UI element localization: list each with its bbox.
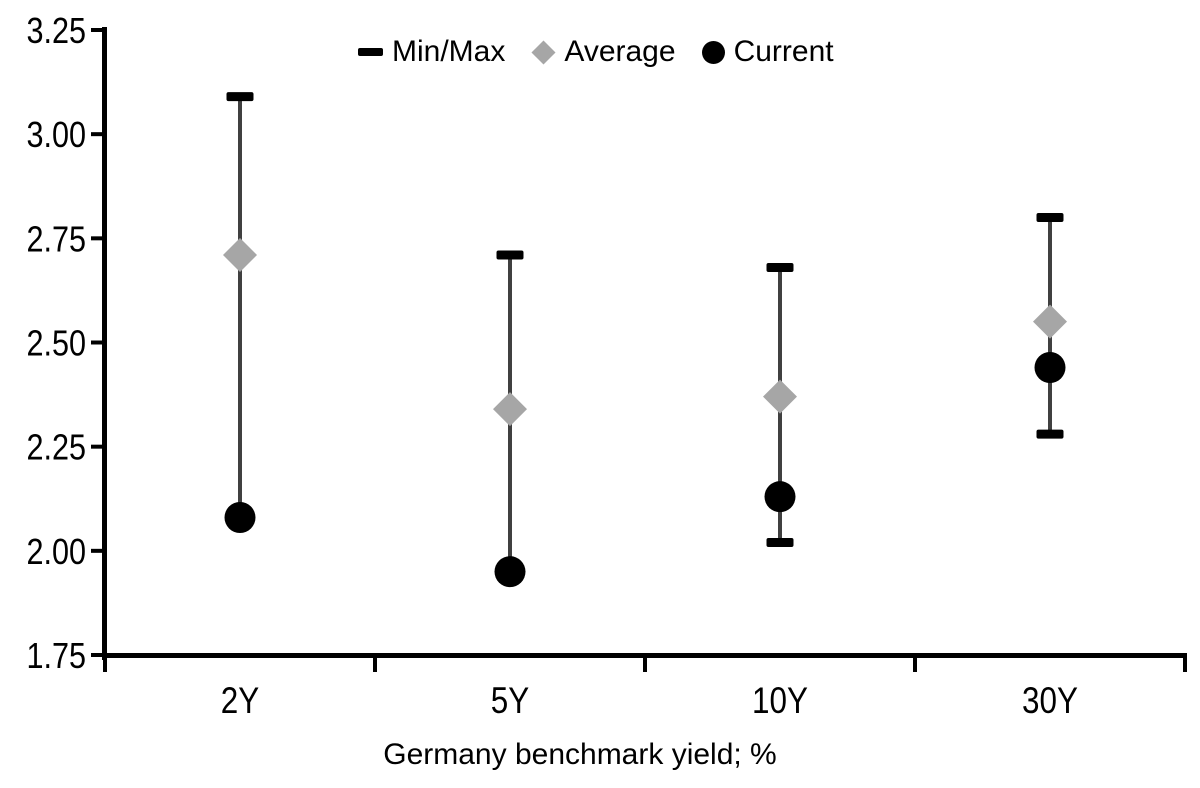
y-axis-label: 1.75 [26, 637, 86, 677]
y-axis-tick [91, 236, 105, 241]
x-axis-tick [373, 657, 377, 672]
max-cap-5Y [496, 250, 524, 260]
y-axis-label-text: 1.75 [26, 637, 86, 677]
y-axis-tick [91, 444, 105, 449]
y-axis-tick [91, 548, 105, 553]
legend-label-minmax: Min/Max [392, 35, 506, 68]
average-marker-30Y [1033, 304, 1067, 339]
legend-item-current: Current [701, 34, 834, 70]
x-axis-line [102, 653, 1187, 658]
y-axis-label: 3.00 [26, 116, 86, 156]
y-axis-label-text: 2.75 [26, 220, 86, 260]
max-cap-30Y [1036, 213, 1064, 222]
x-axis-label-2Y: 2Y [221, 681, 260, 722]
x-axis-label-2Y-text: 2Y [221, 681, 260, 722]
x-axis-tick [913, 657, 917, 672]
y-axis-label: 2.00 [26, 533, 86, 573]
legend-item-minmax: Min/Max [358, 34, 505, 70]
y-axis-label-text: 2.50 [26, 324, 86, 364]
legend-label-average: Average [564, 35, 676, 68]
x-axis-tick [1183, 657, 1187, 672]
minmax-dash-icon [358, 48, 383, 56]
x-axis-label-30Y-text: 30Y [1022, 681, 1078, 722]
current-marker-2Y [224, 502, 256, 533]
average-marker-10Y [763, 379, 797, 414]
y-axis-label-text: 3.00 [26, 116, 86, 156]
x-axis-label-5Y-text: 5Y [491, 681, 530, 722]
current-marker-30Y [1034, 352, 1066, 383]
average-marker-5Y [493, 392, 527, 427]
legend: Min/Max Average Current [358, 34, 834, 70]
legend-label-current: Current [733, 35, 834, 68]
x-axis-label-10Y-text: 10Y [752, 681, 808, 722]
x-axis-tick [103, 657, 107, 672]
average-marker-2Y [223, 238, 257, 272]
y-axis-tick [91, 653, 105, 657]
x-axis-tick [643, 657, 647, 672]
y-axis-tick [91, 340, 105, 345]
min-cap-10Y [766, 538, 794, 547]
y-axis-label: 3.25 [26, 12, 86, 52]
y-axis-label: 2.25 [26, 428, 86, 468]
max-cap-10Y [766, 263, 794, 272]
x-axis-title: Germany benchmark yield; % [383, 738, 777, 771]
average-diamond-icon [531, 39, 556, 65]
y-axis-tick [91, 28, 105, 32]
min-cap-30Y [1036, 429, 1064, 439]
y-axis-label-text: 3.25 [26, 12, 86, 52]
y-axis-tick [91, 132, 105, 137]
current-marker-10Y [764, 481, 796, 513]
y-axis-label: 2.75 [26, 220, 86, 260]
current-marker-5Y [494, 556, 526, 588]
y-axis-label-text: 2.25 [26, 428, 86, 468]
legend-item-average: Average [531, 34, 676, 70]
current-circle-icon [701, 40, 725, 64]
x-axis-label-10Y: 10Y [752, 681, 808, 722]
max-cap-2Y [226, 92, 254, 102]
y-axis-label: 2.50 [26, 324, 86, 364]
x-axis-label-5Y: 5Y [491, 681, 530, 722]
y-axis-label-text: 2.00 [26, 533, 86, 573]
x-axis-label-30Y: 30Y [1022, 681, 1078, 722]
